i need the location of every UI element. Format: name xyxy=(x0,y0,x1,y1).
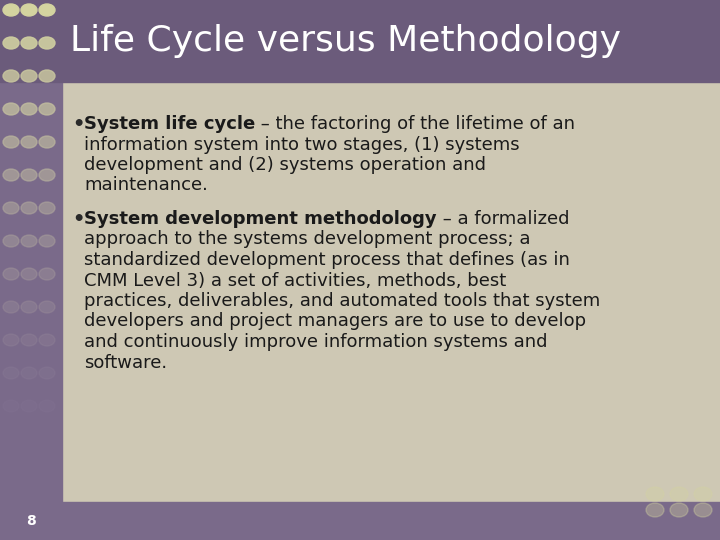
Text: 8: 8 xyxy=(26,514,36,528)
Ellipse shape xyxy=(21,334,37,346)
Text: Life Cycle versus Methodology: Life Cycle versus Methodology xyxy=(70,24,621,58)
Ellipse shape xyxy=(39,169,55,181)
Ellipse shape xyxy=(3,334,19,346)
Ellipse shape xyxy=(670,487,688,501)
Ellipse shape xyxy=(39,367,55,379)
Text: maintenance.: maintenance. xyxy=(84,177,208,194)
Ellipse shape xyxy=(39,37,55,49)
Text: – the factoring of the lifetime of an: – the factoring of the lifetime of an xyxy=(256,115,575,133)
Text: standardized development process that defines (as in: standardized development process that de… xyxy=(84,251,570,269)
Text: practices, deliverables, and automated tools that system: practices, deliverables, and automated t… xyxy=(84,292,600,310)
Ellipse shape xyxy=(3,37,19,49)
Ellipse shape xyxy=(21,367,37,379)
Ellipse shape xyxy=(21,235,37,247)
Ellipse shape xyxy=(646,503,664,517)
Ellipse shape xyxy=(39,268,55,280)
Bar xyxy=(0,0,720,82)
Ellipse shape xyxy=(694,503,712,517)
Ellipse shape xyxy=(21,70,37,82)
Text: information system into two stages, (1) systems: information system into two stages, (1) … xyxy=(84,136,520,153)
Ellipse shape xyxy=(21,169,37,181)
Text: developers and project managers are to use to develop: developers and project managers are to u… xyxy=(84,313,586,330)
Text: development and (2) systems operation and: development and (2) systems operation an… xyxy=(84,156,486,174)
Ellipse shape xyxy=(39,70,55,82)
Text: •: • xyxy=(72,210,84,229)
Ellipse shape xyxy=(39,334,55,346)
Ellipse shape xyxy=(21,4,37,16)
Text: CMM Level 3) a set of activities, methods, best: CMM Level 3) a set of activities, method… xyxy=(84,272,506,289)
Ellipse shape xyxy=(21,301,37,313)
Bar xyxy=(0,0,62,540)
Ellipse shape xyxy=(3,136,19,148)
Ellipse shape xyxy=(3,169,19,181)
Ellipse shape xyxy=(21,136,37,148)
Ellipse shape xyxy=(694,487,712,501)
Ellipse shape xyxy=(646,487,664,501)
Ellipse shape xyxy=(670,503,688,517)
Text: approach to the systems development process; a: approach to the systems development proc… xyxy=(84,231,531,248)
Ellipse shape xyxy=(39,4,55,16)
Bar xyxy=(0,502,720,540)
Ellipse shape xyxy=(39,301,55,313)
Ellipse shape xyxy=(39,136,55,148)
Ellipse shape xyxy=(3,268,19,280)
Text: software.: software. xyxy=(84,354,167,372)
Ellipse shape xyxy=(39,103,55,115)
Ellipse shape xyxy=(3,301,19,313)
Ellipse shape xyxy=(39,202,55,214)
Ellipse shape xyxy=(3,367,19,379)
Ellipse shape xyxy=(39,400,55,412)
Ellipse shape xyxy=(21,37,37,49)
Ellipse shape xyxy=(3,235,19,247)
Ellipse shape xyxy=(3,400,19,412)
Ellipse shape xyxy=(3,202,19,214)
Text: System development methodology: System development methodology xyxy=(84,210,436,228)
Text: •: • xyxy=(72,115,84,134)
Text: System life cycle: System life cycle xyxy=(84,115,256,133)
Ellipse shape xyxy=(3,70,19,82)
Ellipse shape xyxy=(3,4,19,16)
Ellipse shape xyxy=(21,400,37,412)
Ellipse shape xyxy=(21,268,37,280)
Text: and continuously improve information systems and: and continuously improve information sys… xyxy=(84,333,547,351)
Ellipse shape xyxy=(3,103,19,115)
Ellipse shape xyxy=(39,235,55,247)
Ellipse shape xyxy=(21,202,37,214)
Text: – a formalized: – a formalized xyxy=(436,210,569,228)
Ellipse shape xyxy=(21,103,37,115)
